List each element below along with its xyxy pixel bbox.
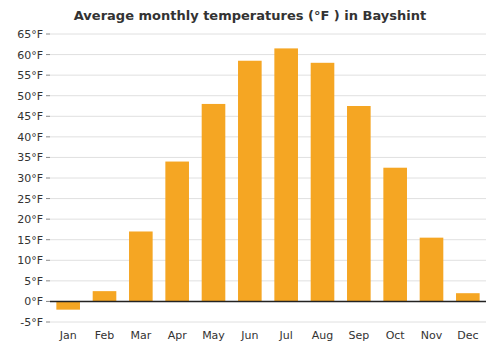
y-tick-label: 15°F [17,234,43,247]
y-tick [46,301,50,302]
y-tick-label: 45°F [17,110,43,123]
y-tick [46,75,50,76]
grid-line [50,54,486,55]
y-tick [46,219,50,220]
x-tick-label: May [202,329,225,342]
y-tick [46,116,50,117]
bar [129,231,153,301]
x-tick-label: Mar [130,329,151,342]
bar [238,61,262,302]
y-tick-label: 60°F [17,49,43,62]
grid-line [50,157,486,158]
y-tick-label: -5°F [20,316,43,329]
bar [383,168,407,302]
y-tick [46,198,50,199]
y-tick-label: 40°F [17,131,43,144]
x-tick-label: Nov [421,329,443,342]
bar [165,162,189,302]
bar [311,63,335,302]
x-tick-label: Feb [95,329,114,342]
y-tick [46,260,50,261]
y-tick-label: 5°F [24,275,43,288]
y-tick [46,239,50,240]
y-tick-label: 65°F [17,28,43,41]
y-tick-label: 10°F [17,254,43,267]
y-tick [46,54,50,55]
grid-line [50,301,486,302]
grid [50,34,486,322]
y-tick-label: 55°F [17,69,43,82]
x-tick-label: Aug [312,329,333,342]
bar [456,293,480,301]
x-tick-label: Oct [386,329,406,342]
y-tick-label: 35°F [17,151,43,164]
y-tick-label: 25°F [17,193,43,206]
grid-line [50,95,486,96]
y-tick [46,280,50,281]
y-axis: -5°F 0°F 5°F 10°F 15°F 20°F 25°F 30°F 35°F 40°F 45… [17,28,50,329]
grid-line [50,198,486,199]
y-tick [46,322,50,323]
bar [56,301,80,309]
grid-line [50,136,486,137]
x-tick-label: Dec [457,329,478,342]
title: Average monthly temperatures (°F ) in Ba… [74,8,426,23]
y-tick [46,178,50,179]
grid-line [50,34,486,35]
grid-line [50,178,486,179]
y-tick-label: 30°F [17,172,43,185]
bar [93,291,117,301]
y-tick-label: 0°F [24,295,43,308]
grid-line [50,75,486,76]
bar [202,104,226,301]
x-tick-label: Jun [240,329,258,342]
grid-line [50,219,486,220]
y-tick [46,95,50,96]
y-tick-label: 50°F [17,90,43,103]
bars [56,48,479,309]
chart-svg: Average monthly temperatures (°F ) in Ba… [0,0,500,350]
x-tick-label: Jan [59,329,77,342]
x-tick-label: Sep [348,329,369,342]
y-tick [46,34,50,35]
bar [420,238,444,302]
x-tick-label: Jul [279,329,293,342]
y-tick [46,136,50,137]
chart-container: Average monthly temperatures (°F ) in Ba… [0,0,500,350]
grid-line [50,322,486,323]
bar [347,106,371,301]
y-tick-label: 20°F [17,213,43,226]
grid-line [50,116,486,117]
y-tick [46,157,50,158]
zero-line [50,301,486,303]
x-axis: Jan Feb Mar Apr May Jun Jul Aug Sep Oct Nov Dec [59,329,479,342]
bar [274,48,298,301]
x-tick-label: Apr [168,329,188,342]
